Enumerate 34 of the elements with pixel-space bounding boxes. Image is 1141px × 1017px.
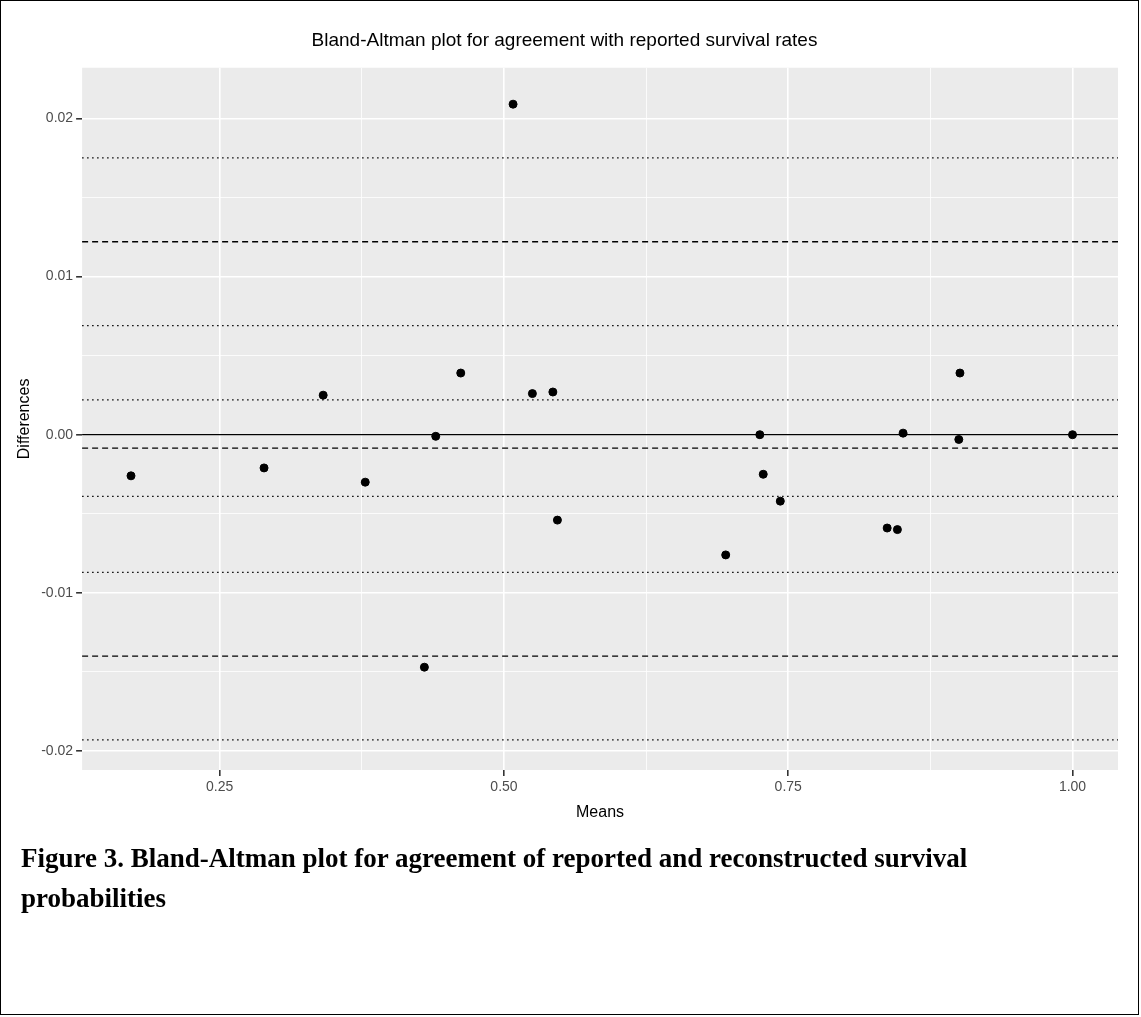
point bbox=[552, 515, 562, 525]
y-tick-label: 0.01 bbox=[45, 267, 74, 284]
point bbox=[508, 99, 518, 109]
point bbox=[527, 389, 537, 399]
point bbox=[318, 390, 328, 400]
y-axis-title: Differences bbox=[15, 378, 33, 460]
point bbox=[892, 525, 902, 535]
point bbox=[758, 469, 768, 479]
point bbox=[898, 428, 908, 438]
point bbox=[775, 496, 785, 506]
point bbox=[755, 430, 765, 440]
point bbox=[954, 434, 964, 444]
caption: Figure 3. Bland-Altman plot for agreement of reported and reconstructed survival probabilities bbox=[21, 842, 969, 915]
point bbox=[882, 523, 892, 533]
x-tick-label: 0.25 bbox=[206, 778, 234, 795]
point bbox=[259, 463, 269, 473]
y-tick-label: 0.00 bbox=[45, 425, 74, 442]
point bbox=[955, 368, 965, 378]
chart-title: Bland-Altman plot for agreement with reported survival rates bbox=[311, 28, 818, 50]
point bbox=[548, 387, 558, 397]
point bbox=[431, 431, 441, 441]
point bbox=[419, 662, 429, 672]
point bbox=[126, 471, 136, 481]
point bbox=[721, 550, 731, 560]
y-tick-label: -0.01 bbox=[41, 583, 74, 600]
x-tick-label: 1.00 bbox=[1058, 778, 1087, 795]
x-tick-label: 0.75 bbox=[774, 778, 803, 795]
x-tick-label: 0.50 bbox=[490, 778, 518, 795]
y-tick-label: 0.02 bbox=[45, 109, 74, 126]
point bbox=[456, 368, 466, 378]
y-tick-label: -0.02 bbox=[41, 741, 74, 758]
point bbox=[360, 477, 370, 487]
point bbox=[1068, 430, 1078, 440]
x-axis-title: Means bbox=[576, 802, 625, 820]
